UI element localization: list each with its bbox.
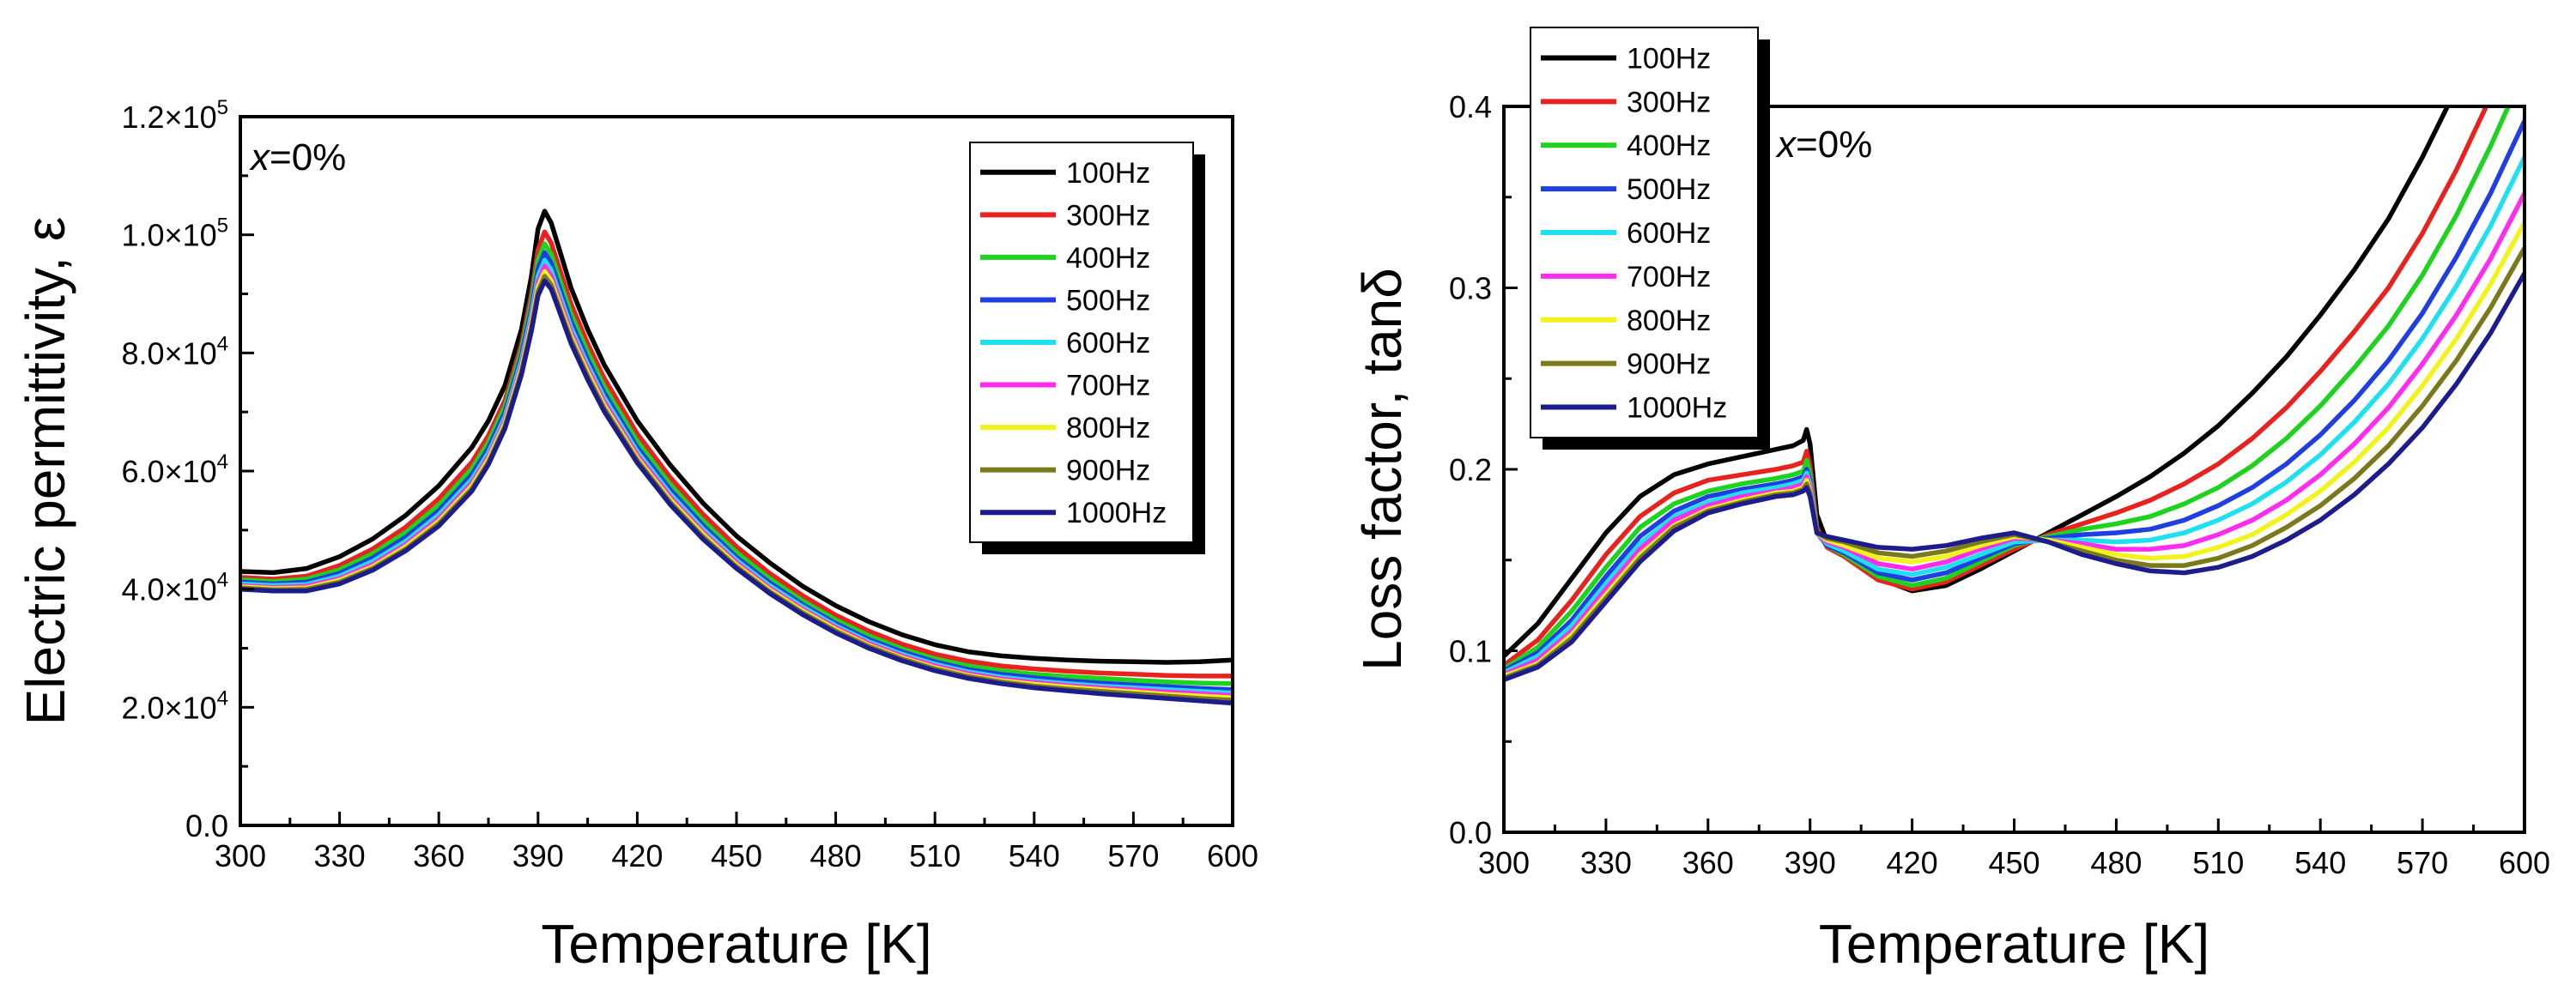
y-tick-label: 4.0×104 <box>122 569 228 607</box>
legend-label-400Hz: 400Hz <box>1066 242 1150 275</box>
y-axis-title: Electric permittivity, ε <box>15 217 76 726</box>
x-tick-label: 450 <box>711 838 762 873</box>
x-tick-label: 390 <box>1785 845 1836 880</box>
series-line-700Hz <box>1504 192 2524 677</box>
legend-label-300Hz: 300Hz <box>1627 86 1711 118</box>
legend-label-500Hz: 500Hz <box>1066 284 1150 317</box>
legend-label-1000Hz: 1000Hz <box>1627 392 1727 425</box>
x-tick-label: 300 <box>1478 845 1530 880</box>
x-axis-title: Temperature [K] <box>1819 913 2209 975</box>
composition-annotation: x=0% <box>1775 124 1872 166</box>
series-line-500Hz <box>1504 119 2524 674</box>
x-tick-label: 600 <box>2499 845 2550 880</box>
legend-label-600Hz: 600Hz <box>1066 327 1150 360</box>
legend-label-400Hz: 400Hz <box>1627 130 1711 162</box>
y-tick-label: 8.0×104 <box>122 332 228 371</box>
series-line-400Hz <box>1504 106 2512 671</box>
x-tick-label: 480 <box>2090 845 2142 880</box>
x-tick-label: 420 <box>1887 845 1938 880</box>
legend-label-100Hz: 100Hz <box>1066 157 1150 190</box>
series-line-1000Hz <box>1504 272 2524 682</box>
legend-label-300Hz: 300Hz <box>1066 199 1150 232</box>
x-tick-label: 390 <box>512 838 564 873</box>
y-tick-label: 0.0 <box>1449 815 1492 850</box>
x-tick-label: 570 <box>2397 845 2448 880</box>
x-tick-label: 450 <box>1988 845 2040 880</box>
x-tick-label: 510 <box>2192 845 2244 880</box>
y-tick-label: 6.0×104 <box>122 450 228 489</box>
legend-label-700Hz: 700Hz <box>1627 261 1711 293</box>
y-tick-label: 1.2×105 <box>122 96 228 135</box>
series-line-600Hz <box>1504 155 2524 675</box>
series-group <box>240 208 1233 706</box>
x-tick-label: 480 <box>810 838 862 873</box>
legend: 100Hz 300Hz 400Hz 500Hz 600Hz 700Hz 800Hz 900Hz… <box>1530 27 1770 450</box>
y-tick-label: 2.0×104 <box>122 686 228 725</box>
legend-label-1000Hz: 1000Hz <box>1066 497 1167 529</box>
legend-label-700Hz: 700Hz <box>1066 370 1150 402</box>
x-tick-label: 540 <box>1009 838 1060 873</box>
legend-label-900Hz: 900Hz <box>1627 348 1711 381</box>
series-line-400Hz <box>240 241 1233 686</box>
x-axis-title: Temperature [K] <box>541 913 931 975</box>
x-tick-label: 300 <box>215 838 266 873</box>
x-tick-label: 600 <box>1207 838 1258 873</box>
x-tick-label: 420 <box>611 838 663 873</box>
series-line-100Hz <box>1504 106 2451 658</box>
composition-annotation: x=0% <box>249 136 346 178</box>
legend-label-800Hz: 800Hz <box>1627 305 1711 337</box>
legend-label-600Hz: 600Hz <box>1627 217 1711 250</box>
series-line-100Hz <box>240 208 1233 665</box>
series-line-300Hz <box>1504 106 2489 668</box>
y-tick-label: 0.2 <box>1449 452 1492 487</box>
loss-factor-chart: 300 330 360 390 420 450 480 510 540 570 600 0.0 0.1 0… <box>1351 27 2550 975</box>
y-tick-label: 0.0 <box>185 808 228 843</box>
legend-label-500Hz: 500Hz <box>1627 173 1711 206</box>
x-tick-label: 510 <box>909 838 961 873</box>
permittivity-chart: 300 330 360 390 420 450 480 510 540 570 600 0.0 2.0×… <box>15 96 1258 975</box>
legend-label-100Hz: 100Hz <box>1627 42 1711 75</box>
y-tick-label: 0.4 <box>1449 89 1492 124</box>
legend: 100Hz 300Hz 400Hz 500Hz 600Hz 700Hz 800Hz 900Hz… <box>969 142 1205 554</box>
x-tick-label: 540 <box>2294 845 2346 880</box>
series-line-300Hz <box>240 229 1233 679</box>
series-line-1000Hz <box>240 278 1233 706</box>
x-tick-label: 330 <box>1580 845 1632 880</box>
y-tick-label: 0.1 <box>1449 634 1492 669</box>
series-group <box>1504 106 2524 682</box>
legend-label-800Hz: 800Hz <box>1066 412 1150 444</box>
y-axis-title: Loss factor, tanδ <box>1351 268 1413 671</box>
y-tick-label: 0.3 <box>1449 271 1492 306</box>
y-tick-label: 1.0×105 <box>122 215 228 253</box>
legend-label-900Hz: 900Hz <box>1066 455 1150 487</box>
x-tick-label: 360 <box>1682 845 1734 880</box>
x-tick-label: 570 <box>1107 838 1159 873</box>
x-tick-label: 330 <box>314 838 366 873</box>
x-tick-label: 360 <box>413 838 464 873</box>
